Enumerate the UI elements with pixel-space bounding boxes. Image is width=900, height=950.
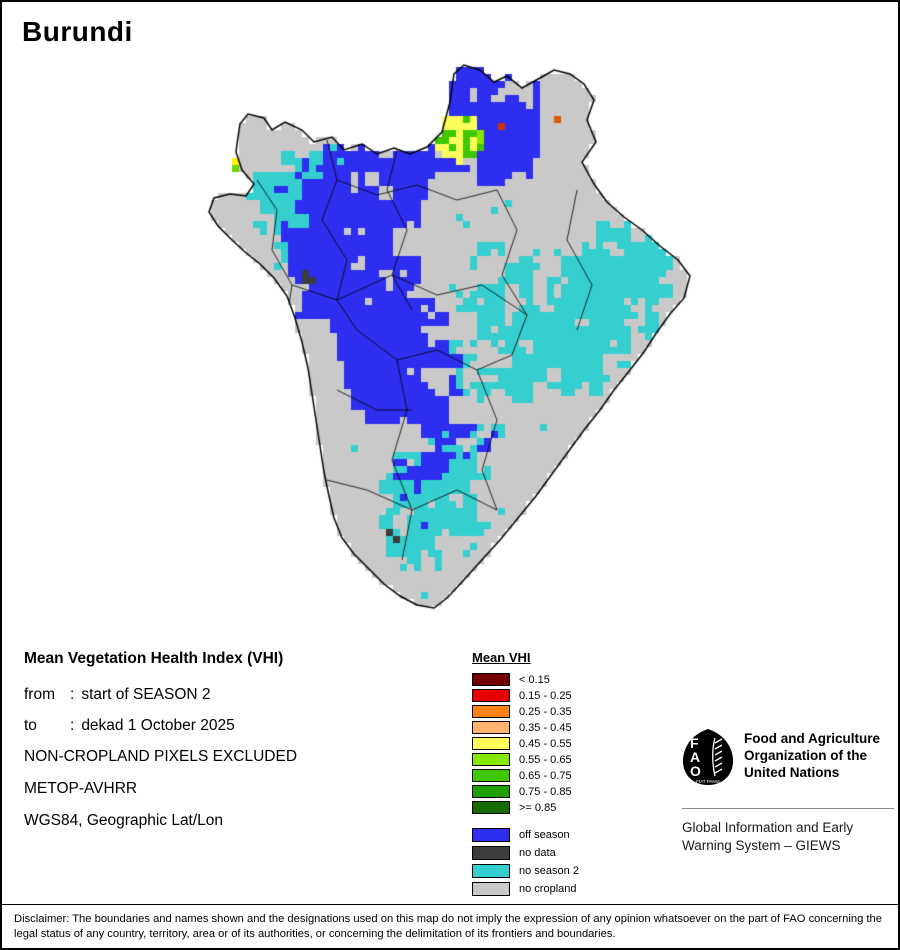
legend-label: < 0.15 — [519, 673, 550, 686]
fao-logo-motto: FIAT PANIS — [696, 779, 720, 784]
page-title: Burundi — [22, 16, 133, 47]
giews-line: Warning System – GIEWS — [682, 838, 841, 853]
vhi-map-canvas — [197, 60, 697, 620]
info-row-to: to : dekad 1 October 2025 — [24, 717, 454, 735]
legend-row: 0.15 - 0.25 — [472, 689, 672, 702]
legend-row: 0.25 - 0.35 — [472, 705, 672, 718]
legend-label: 0.65 - 0.75 — [519, 769, 572, 782]
legend-row: off season — [472, 828, 672, 842]
fao-logo-letter-a: A — [690, 749, 700, 765]
legend-row: no cropland — [472, 882, 672, 896]
legend-swatch — [472, 753, 510, 766]
legend-swatch — [472, 828, 510, 842]
info-row-from: from : start of SEASON 2 — [24, 686, 454, 704]
legend-label: no season 2 — [519, 865, 579, 877]
map-info-block: Mean Vegetation Health Index (VHI) from … — [24, 650, 454, 844]
legend-title: Mean VHI — [472, 650, 531, 665]
legend-swatch — [472, 689, 510, 702]
fao-logo-icon: F A O FIAT PANIS — [683, 729, 733, 785]
legend-row: no season 2 — [472, 864, 672, 878]
legend-swatch — [472, 721, 510, 734]
info-line-projection: WGS84, Geographic Lat/Lon — [24, 812, 224, 829]
info-value-from: start of SEASON 2 — [81, 686, 211, 703]
legend-label: 0.45 - 0.55 — [519, 737, 572, 750]
wheat-ears-icon — [714, 738, 723, 774]
fao-logo-letter-o: O — [690, 763, 701, 779]
legend-swatch — [472, 801, 510, 814]
legend-label: 0.35 - 0.45 — [519, 721, 572, 734]
legend-swatch — [472, 673, 510, 686]
legend-swatch — [472, 785, 510, 798]
legend-row: 0.55 - 0.65 — [472, 753, 672, 766]
legend-label: no data — [519, 847, 556, 859]
info-label-from: from — [24, 686, 55, 703]
legend-swatch — [472, 864, 510, 878]
legend-class-list: < 0.15 0.15 - 0.25 0.25 - 0.35 0.35 - 0.45 0… — [472, 673, 672, 814]
legend-swatch — [472, 737, 510, 750]
info-label-to: to — [24, 717, 37, 734]
legend-swatch — [472, 846, 510, 860]
fao-logo-letter-f: F — [690, 735, 699, 751]
legend-swatch — [472, 882, 510, 896]
legend-label: 0.75 - 0.85 — [519, 785, 572, 798]
legend: Mean VHI < 0.15 0.15 - 0.25 0.25 - 0.35 0.3… — [472, 650, 672, 900]
disclaimer-text: Disclaimer: The boundaries and names sho… — [2, 904, 898, 948]
fao-brand-row: F A O FIAT PANIS Food and Agriculture Or… — [682, 728, 894, 786]
info-sep: : — [70, 717, 75, 734]
legend-row: < 0.15 — [472, 673, 672, 686]
legend-row: 0.65 - 0.75 — [472, 769, 672, 782]
org-name-line: Food and Agriculture — [744, 731, 880, 746]
branding-divider — [682, 808, 894, 809]
legend-swatch — [472, 705, 510, 718]
legend-label: 0.15 - 0.25 — [519, 689, 572, 702]
legend-row: 0.35 - 0.45 — [472, 721, 672, 734]
legend-row: 0.75 - 0.85 — [472, 785, 672, 798]
legend-label: 0.55 - 0.65 — [519, 753, 572, 766]
info-value-to: dekad 1 October 2025 — [81, 717, 235, 734]
legend-label: off season — [519, 829, 570, 841]
org-name-line: Organization of the — [744, 748, 867, 763]
org-name-line: United Nations — [744, 765, 840, 780]
info-heading: Mean Vegetation Health Index (VHI) — [24, 650, 284, 667]
legend-extra-list: off season no data no season 2 no cropland — [472, 828, 672, 896]
info-line-sensor: METOP-AVHRR — [24, 780, 138, 797]
info-sep: : — [70, 686, 75, 703]
legend-row: >= 0.85 — [472, 801, 672, 814]
org-name: Food and Agriculture Organization of the… — [744, 728, 880, 786]
giews-line: Global Information and Early — [682, 820, 854, 835]
legend-row: 0.45 - 0.55 — [472, 737, 672, 750]
info-line-noncropland: NON-CROPLAND PIXELS EXCLUDED — [24, 748, 298, 765]
legend-label: >= 0.85 — [519, 801, 557, 814]
legend-label: 0.25 - 0.35 — [519, 705, 572, 718]
legend-label: no cropland — [519, 883, 577, 895]
giews-name: Global Information and Early Warning Sys… — [682, 819, 894, 855]
legend-swatch — [472, 769, 510, 782]
legend-row: no data — [472, 846, 672, 860]
wheat-stalk-icon — [712, 737, 716, 777]
fao-branding: F A O FIAT PANIS Food and Agriculture Or… — [682, 728, 894, 855]
